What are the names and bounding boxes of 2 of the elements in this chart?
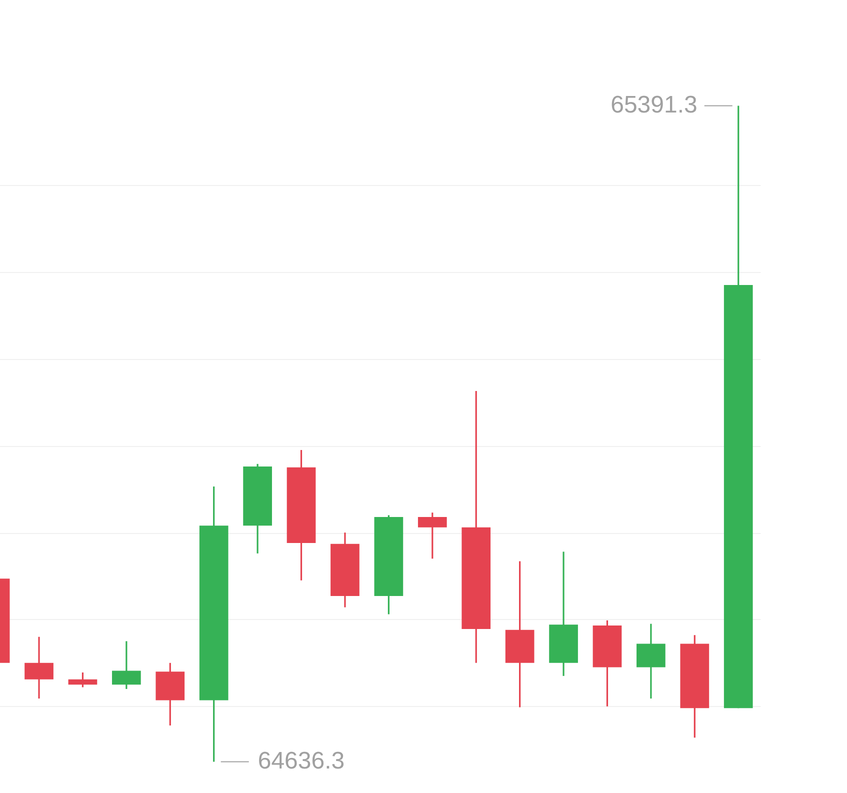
annotation: 65391.3 [610,92,698,119]
annotation: 64636.3 [258,748,345,775]
